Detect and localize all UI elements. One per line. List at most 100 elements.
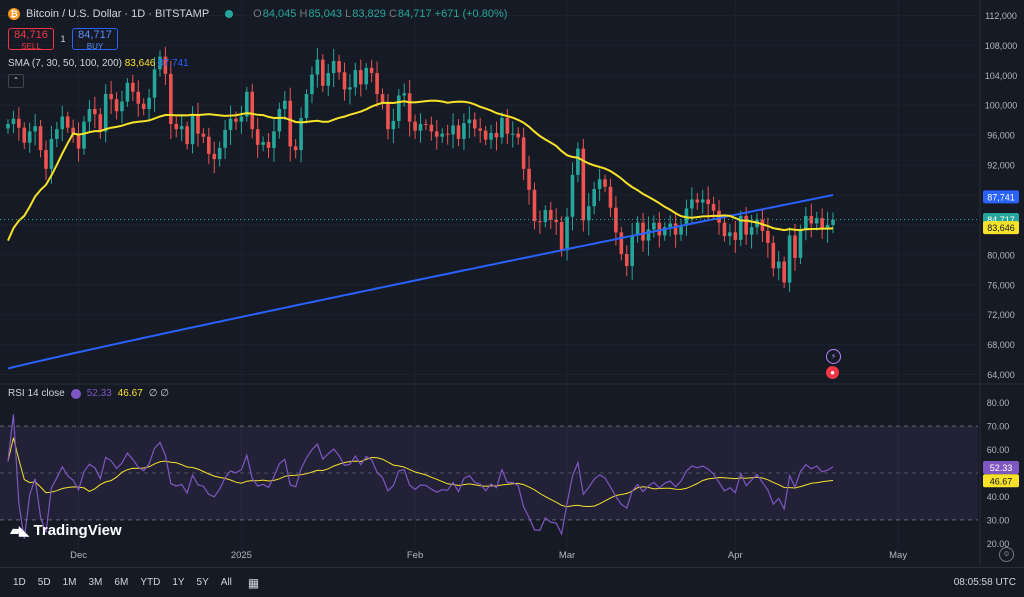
candle-body xyxy=(771,242,776,269)
buy-button[interactable]: 84,717 BUY xyxy=(72,28,118,51)
candle-body xyxy=(131,82,135,92)
range-button-5y[interactable]: 5Y xyxy=(196,577,209,588)
candle-body xyxy=(467,119,472,124)
calendar-icon[interactable]: ▦ xyxy=(247,575,260,590)
candle-body xyxy=(93,108,97,115)
candle-body xyxy=(87,108,92,122)
price-tick-label: 72,000 xyxy=(987,310,1015,320)
event-lightning-icon[interactable]: ⚡ xyxy=(826,349,841,364)
rsi-tick-label: 40.00 xyxy=(987,492,1010,502)
candle-body xyxy=(27,131,32,143)
candle-body xyxy=(597,179,602,190)
rsi-extra: ∅ ∅ xyxy=(148,388,169,399)
rsi-indicator-icon xyxy=(70,388,81,399)
candle-body xyxy=(375,73,379,95)
candle-body xyxy=(33,126,37,132)
candle-body xyxy=(483,130,488,140)
candle-body xyxy=(239,116,244,122)
range-button-ytd[interactable]: YTD xyxy=(140,577,161,588)
settings-icon[interactable]: ⚙ xyxy=(999,547,1014,562)
sma-label: SMA (7, 30, 50, 100, 200) xyxy=(8,58,122,69)
range-button-all[interactable]: All xyxy=(220,577,232,588)
candle-body xyxy=(136,91,141,104)
rsi-legend[interactable]: RSI 14 close 52.33 46.67 ∅ ∅ xyxy=(8,388,169,399)
price-tick-label: 92,000 xyxy=(987,161,1015,171)
candle-body xyxy=(440,133,445,137)
event-flag-icon[interactable]: ● xyxy=(826,366,839,379)
candle-body xyxy=(456,125,461,139)
candle-body xyxy=(391,120,396,130)
candle-body xyxy=(169,73,173,124)
candle-body xyxy=(489,132,493,140)
candle-body xyxy=(657,222,662,236)
range-button-5d[interactable]: 5D xyxy=(37,577,51,588)
candle-body xyxy=(521,137,526,169)
symbol-legend[interactable]: ₿ Bitcoin / U.S. Dollar · 1D · BITSTAMP … xyxy=(8,8,507,20)
clock-display[interactable]: 08:05:58 UTC xyxy=(953,577,1016,588)
candle-body xyxy=(255,129,260,145)
candle-body xyxy=(179,126,184,130)
rsi-label: RSI 14 close xyxy=(8,388,65,399)
candle-body xyxy=(326,73,331,86)
candle-body xyxy=(103,94,108,132)
axis-labels: 112,000 108,000 104,000 100,000 96,000 92,000… xyxy=(70,11,1017,561)
candle-body xyxy=(624,254,629,267)
candle-body xyxy=(283,100,287,109)
sma-fast-tag: 83,646 xyxy=(987,223,1015,233)
candle-body xyxy=(711,203,716,211)
candle-body xyxy=(65,116,70,128)
rsi-band xyxy=(0,425,978,521)
candle-body xyxy=(353,70,358,88)
ohlc-values: O84,045 H85,043 L83,829 C84,717 +671 (+0… xyxy=(253,8,508,20)
candle-body xyxy=(668,223,672,228)
candle-body xyxy=(98,114,103,132)
candle-body xyxy=(152,69,157,98)
candle-body xyxy=(277,108,282,132)
range-button-1m[interactable]: 1M xyxy=(62,577,77,588)
candle-body xyxy=(494,132,499,138)
candle-body xyxy=(706,199,710,204)
candle-body xyxy=(505,117,510,134)
candle-body xyxy=(418,123,423,131)
sell-button[interactable]: 84,716 SELL xyxy=(8,28,54,51)
rsi-line xyxy=(7,414,834,539)
time-tick-label: May xyxy=(889,550,907,561)
candle-body xyxy=(299,117,303,151)
range-button-1y[interactable]: 1Y xyxy=(172,577,185,588)
range-button-1d[interactable]: 1D xyxy=(13,577,26,588)
candle-body xyxy=(163,56,168,74)
tradingview-logo: ▰◣ TradingView xyxy=(10,522,122,539)
sma-legend[interactable]: SMA (7, 30, 50, 100, 200) 83,646 87,741 xyxy=(8,58,189,69)
candle-body xyxy=(212,153,217,160)
candle-body xyxy=(749,227,754,235)
sma-value-slow: 87,741 xyxy=(158,58,189,69)
candle-body xyxy=(288,100,293,147)
candle-body xyxy=(321,59,325,86)
range-button-6m[interactable]: 6M xyxy=(114,577,129,588)
candle-body xyxy=(679,225,683,235)
ohlc-high: 85,043 xyxy=(308,8,343,20)
candle-body xyxy=(831,219,835,225)
candle-body xyxy=(766,230,770,243)
price-tick-label: 64,000 xyxy=(987,370,1015,380)
candle-body xyxy=(532,189,537,222)
price-gridlines xyxy=(0,0,978,554)
rsi-ma-tag-bg xyxy=(983,474,1019,488)
symbol-title[interactable]: Bitcoin / U.S. Dollar · 1D · BITSTAMP xyxy=(26,8,210,20)
candle-body xyxy=(55,129,59,139)
candle-body xyxy=(690,199,694,209)
candle-body xyxy=(581,148,586,221)
price-tick-label: 100,000 xyxy=(985,101,1018,111)
candle-body xyxy=(22,127,27,143)
rsi-tag-bg xyxy=(983,461,1019,475)
candle-body xyxy=(429,124,434,132)
sell-label: SELL xyxy=(21,42,41,51)
collapse-legend-button[interactable]: ⌃ xyxy=(8,74,24,88)
current-price-tag: 84,717 xyxy=(987,215,1015,225)
candle-body xyxy=(559,221,564,251)
candle-body xyxy=(158,56,162,70)
candle-body xyxy=(434,131,439,137)
range-button-3m[interactable]: 3M xyxy=(88,577,103,588)
ohlc-open: 84,045 xyxy=(262,8,297,20)
